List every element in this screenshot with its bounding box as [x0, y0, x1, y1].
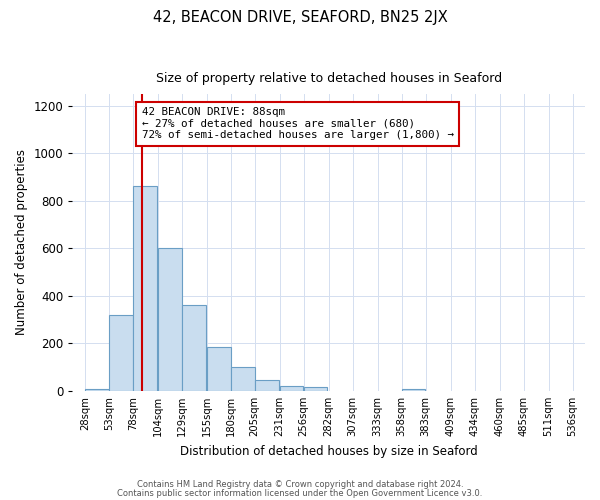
- Bar: [280, 386, 304, 391]
- Bar: [182, 306, 206, 391]
- Bar: [207, 347, 230, 391]
- Title: Size of property relative to detached houses in Seaford: Size of property relative to detached ho…: [155, 72, 502, 86]
- Bar: [85, 388, 109, 391]
- Text: Contains public sector information licensed under the Open Government Licence v3: Contains public sector information licen…: [118, 488, 482, 498]
- Y-axis label: Number of detached properties: Number of detached properties: [15, 150, 28, 336]
- X-axis label: Distribution of detached houses by size in Seaford: Distribution of detached houses by size …: [180, 444, 478, 458]
- Bar: [158, 248, 182, 391]
- Bar: [255, 380, 278, 391]
- Text: 42, BEACON DRIVE, SEAFORD, BN25 2JX: 42, BEACON DRIVE, SEAFORD, BN25 2JX: [152, 10, 448, 25]
- Text: Contains HM Land Registry data © Crown copyright and database right 2024.: Contains HM Land Registry data © Crown c…: [137, 480, 463, 489]
- Bar: [109, 315, 133, 391]
- Bar: [133, 186, 157, 391]
- Bar: [231, 367, 254, 391]
- Bar: [402, 388, 425, 391]
- Text: 42 BEACON DRIVE: 88sqm
← 27% of detached houses are smaller (680)
72% of semi-de: 42 BEACON DRIVE: 88sqm ← 27% of detached…: [142, 107, 454, 140]
- Bar: [304, 386, 328, 391]
